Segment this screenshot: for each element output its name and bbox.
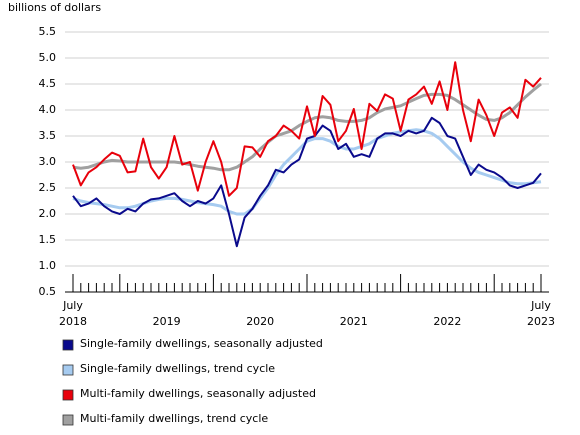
legend-swatch	[62, 364, 74, 376]
x-tick-label: July 2023	[527, 299, 555, 328]
x-tick-label: 2022	[433, 315, 462, 328]
y-tick-label: 3.0	[39, 155, 57, 168]
x-tick-label: July 2018	[59, 299, 87, 328]
y-tick-label: 2.5	[39, 181, 57, 194]
legend-label: Multi-family dwellings, trend cycle	[80, 412, 269, 425]
y-tick-label: 4.5	[39, 77, 57, 90]
series-line	[72, 116, 542, 248]
series-line	[72, 61, 542, 197]
y-tick-label: 3.5	[39, 129, 57, 142]
y-tick-label: 4.0	[39, 103, 57, 116]
legend-label: Multi-family dwellings, seasonally adjus…	[80, 387, 316, 400]
legend-swatch	[62, 389, 74, 401]
legend-label: Single-family dwellings, seasonally adju…	[80, 337, 323, 350]
x-tick-label: 2021	[339, 315, 368, 328]
y-tick-label: 1.5	[39, 233, 57, 246]
y-axis-label: billions of dollars	[8, 1, 101, 14]
legend-swatch	[62, 414, 74, 426]
y-tick-label: 5.0	[39, 51, 57, 64]
series-line	[72, 82, 542, 172]
y-tick-label: 0.5	[39, 285, 57, 298]
y-tick-label: 5.5	[39, 25, 57, 38]
y-tick-label: 2.0	[39, 207, 57, 220]
x-tick-label: 2019	[152, 315, 181, 328]
x-tick-label: 2020	[246, 315, 275, 328]
legend-label: Single-family dwellings, trend cycle	[80, 362, 276, 375]
legend-swatch	[62, 339, 74, 351]
y-tick-label: 1.0	[39, 259, 57, 272]
